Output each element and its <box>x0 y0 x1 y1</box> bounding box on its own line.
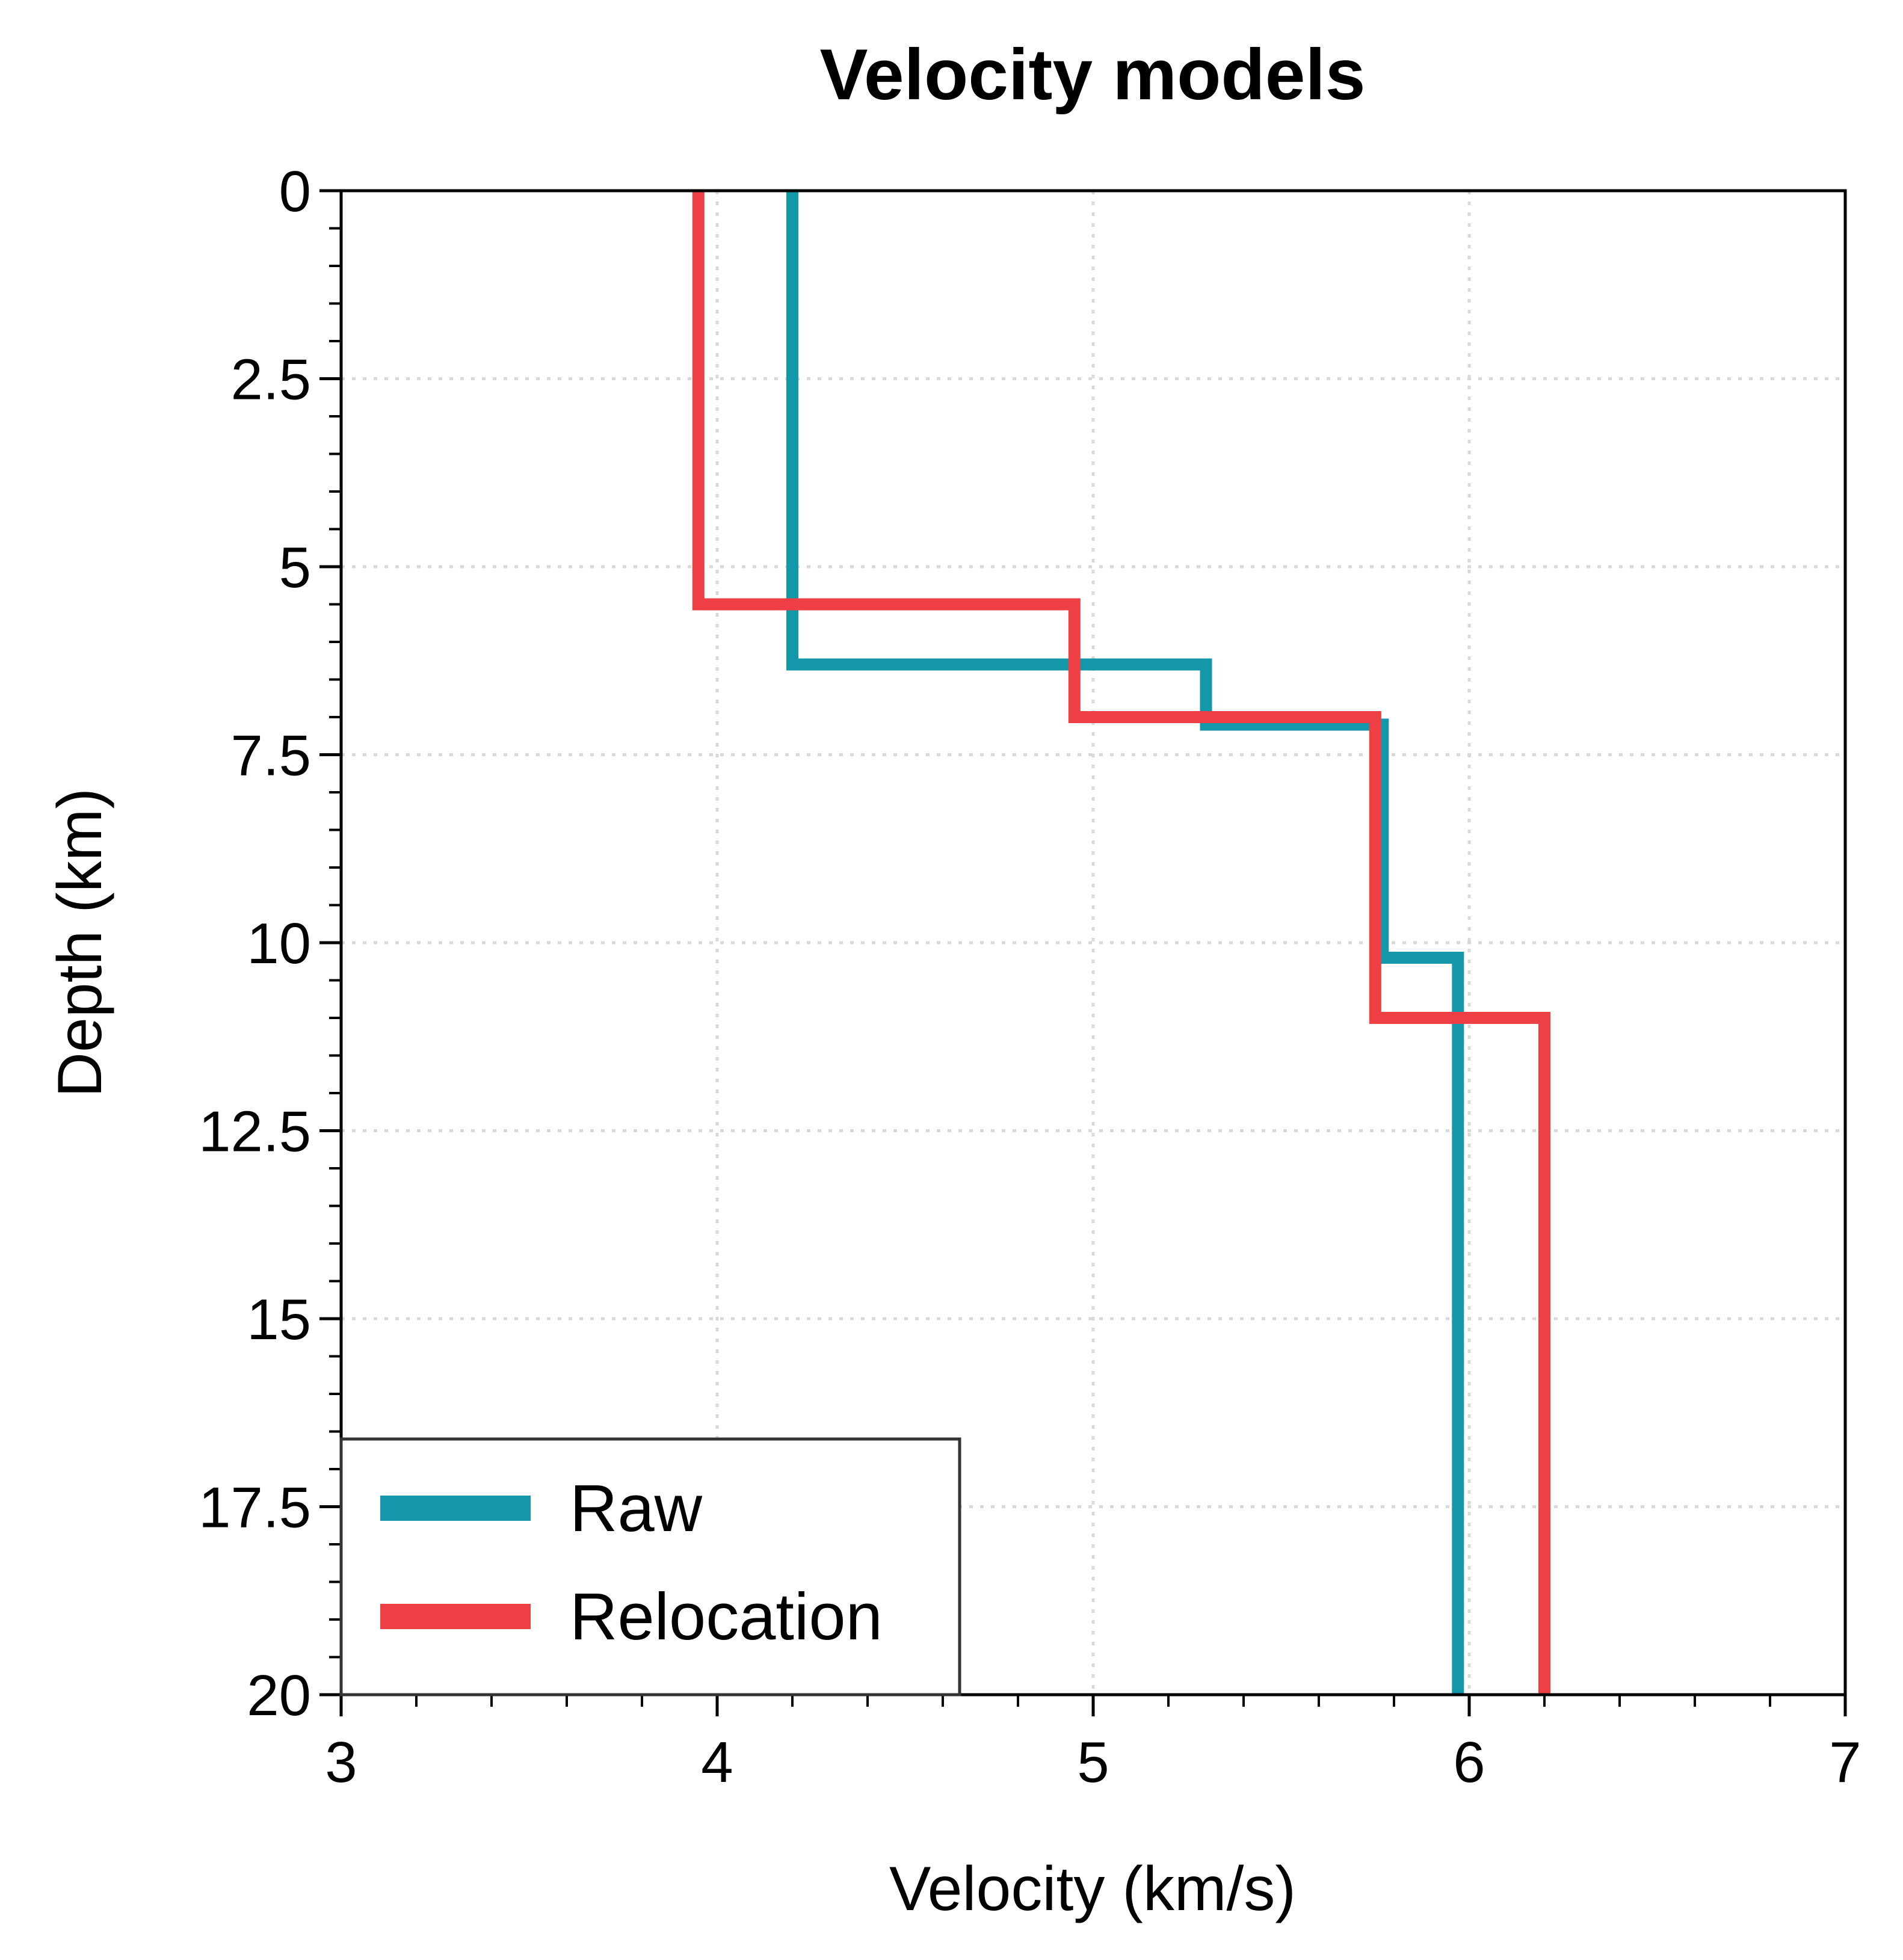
y-tick-label: 5 <box>279 535 311 600</box>
x-axis-label: Velocity (km/s) <box>889 1854 1296 1924</box>
y-tick-label: 10 <box>247 911 311 976</box>
y-tick-label: 17.5 <box>199 1476 311 1540</box>
y-tick-label: 2.5 <box>231 348 311 412</box>
series-line-raw <box>786 191 1464 1695</box>
legend-box <box>339 1437 961 1697</box>
y-tick-label: 7.5 <box>231 724 311 788</box>
chart-title: Velocity models <box>819 34 1365 115</box>
x-tick-label: 3 <box>325 1730 357 1795</box>
y-axis-label: Depth (km) <box>45 788 115 1097</box>
legend-label-relocation: Relocation <box>570 1580 883 1654</box>
x-tick-label: 6 <box>1453 1730 1485 1795</box>
y-tick-label: 15 <box>247 1287 311 1352</box>
ticks: 3 4 5 6 7 0 2.5 5 7.5 10 12.5 15 17.5 20 <box>199 159 1861 1795</box>
series-line-relocation <box>692 191 1550 1695</box>
legend: Raw Relocation <box>339 1437 961 1697</box>
series-layer <box>692 191 1550 1695</box>
y-tick-label: 0 <box>279 159 311 224</box>
legend-label-raw: Raw <box>570 1472 703 1546</box>
x-tick-label: 4 <box>701 1730 733 1795</box>
x-tick-label: 5 <box>1077 1730 1109 1795</box>
y-tick-label: 20 <box>247 1663 311 1728</box>
y-tick-label: 12.5 <box>199 1100 311 1164</box>
x-tick-label: 7 <box>1829 1730 1861 1795</box>
